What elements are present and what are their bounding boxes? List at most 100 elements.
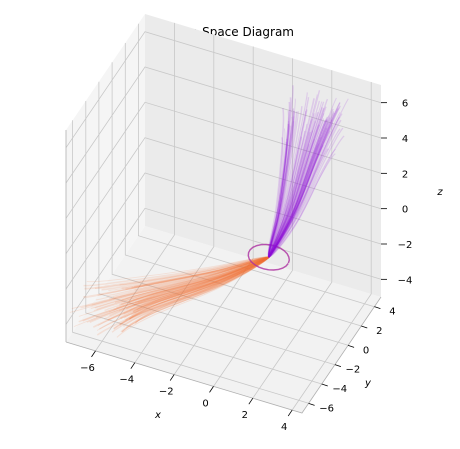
z-tick-label: 2 xyxy=(402,169,408,180)
trajectory-line xyxy=(111,256,270,333)
y-grid-line xyxy=(137,23,375,308)
trajectory-line xyxy=(268,119,329,258)
y-tick-mark xyxy=(308,402,315,406)
y-axis-label: y xyxy=(364,378,372,389)
x-tick-mark xyxy=(248,397,254,405)
x-tick-label: −6 xyxy=(80,363,95,374)
trajectory-line xyxy=(123,256,270,314)
trajectory-line xyxy=(123,256,270,315)
trajectory-line xyxy=(125,256,270,321)
trajectory-line xyxy=(268,148,336,258)
floor-pane xyxy=(66,226,381,413)
z-tick-label: −2 xyxy=(398,240,413,251)
trajectory-line xyxy=(268,108,294,258)
trajectory-line xyxy=(268,118,328,258)
trajectory-line xyxy=(133,256,270,314)
x-tick-label: 4 xyxy=(281,422,287,433)
trajectory-line xyxy=(132,256,270,313)
trajectory-line xyxy=(95,256,269,301)
x-tick-label: −2 xyxy=(159,387,174,398)
y-tick-mark xyxy=(334,364,342,368)
trajectory-line xyxy=(268,112,341,258)
trajectory-line xyxy=(268,119,333,258)
z-grid-line xyxy=(65,31,382,148)
trajectory-line xyxy=(268,125,331,258)
x-tick-mark xyxy=(130,362,136,369)
y-tick-label: 0 xyxy=(363,345,369,356)
trajectory-line xyxy=(268,98,315,258)
trajectory-line xyxy=(268,116,328,258)
z-tick-label: 0 xyxy=(402,205,408,216)
trajectory-line xyxy=(83,256,269,287)
trajectory-line xyxy=(121,256,269,303)
x-tick-mark xyxy=(287,409,293,417)
trajectory-line xyxy=(119,256,270,326)
trajectory-line xyxy=(120,256,270,333)
trajectory-line xyxy=(268,136,322,258)
trajectory-line xyxy=(119,256,269,286)
trajectory-line xyxy=(268,94,318,258)
trajectory-line xyxy=(268,144,324,258)
trajectory-line xyxy=(86,256,269,283)
x-tick-label: −4 xyxy=(119,375,134,386)
trajectory-line xyxy=(121,256,269,289)
trajectory-line xyxy=(267,137,284,258)
trajectory-line xyxy=(268,115,329,258)
trajectory-line xyxy=(268,98,329,258)
trajectory-line xyxy=(268,106,303,258)
x-tick-mark xyxy=(169,374,175,381)
y-tick-mark xyxy=(361,325,368,329)
trajectory-line xyxy=(268,111,290,258)
trajectory-line xyxy=(268,101,341,258)
trajectory-line xyxy=(90,256,269,309)
trajectory-line xyxy=(83,256,269,299)
trajectory-loop xyxy=(247,243,291,271)
trajectory-line xyxy=(268,119,327,258)
y-grid-line xyxy=(124,43,362,327)
trajectory-line xyxy=(119,256,269,306)
trajectory-line xyxy=(268,118,325,258)
trajectory-line xyxy=(109,256,269,300)
trajectory-line xyxy=(268,123,290,258)
y-tick-mark xyxy=(321,383,328,387)
trajectory-line xyxy=(268,113,315,258)
y-tick-label: −2 xyxy=(346,365,361,376)
trajectory-line xyxy=(268,124,334,258)
trajectory-line xyxy=(84,256,269,290)
trajectory-line xyxy=(268,143,320,258)
series-1 xyxy=(247,85,349,271)
trajectory-line xyxy=(268,122,329,258)
axes-panes xyxy=(66,14,381,413)
trajectory-line xyxy=(268,97,310,258)
y-tick-label: 4 xyxy=(389,307,395,318)
z-tick-label: 4 xyxy=(402,134,408,145)
x-grid-line xyxy=(95,22,175,352)
trajectory-line xyxy=(267,97,292,258)
trajectory-line xyxy=(268,124,320,258)
trajectory-line xyxy=(268,121,295,258)
trajectory-line xyxy=(97,256,269,296)
trajectory-line xyxy=(109,256,270,317)
trajectory-line xyxy=(268,112,319,258)
x-grid-line xyxy=(252,70,333,399)
trajectory-line xyxy=(125,256,269,290)
trajectory-line xyxy=(268,117,331,258)
z-tick-label: 6 xyxy=(402,99,408,110)
trajectory-line xyxy=(125,256,270,321)
trajectory-line xyxy=(267,101,291,258)
trajectory-line xyxy=(123,256,270,319)
trajectory-line xyxy=(132,256,270,313)
trajectory-line xyxy=(268,109,308,258)
trajectory-line xyxy=(268,113,343,258)
trajectory-line xyxy=(268,107,325,258)
y-tick-mark xyxy=(374,306,381,310)
trajectory-line xyxy=(268,110,307,258)
trajectory-line xyxy=(83,256,269,298)
trajectory-line xyxy=(125,256,270,329)
trajectory-line xyxy=(268,130,306,258)
grid-lines xyxy=(65,22,382,414)
trajectory-line xyxy=(268,116,340,258)
trajectory-line xyxy=(116,256,270,338)
trajectory-line xyxy=(268,116,293,258)
